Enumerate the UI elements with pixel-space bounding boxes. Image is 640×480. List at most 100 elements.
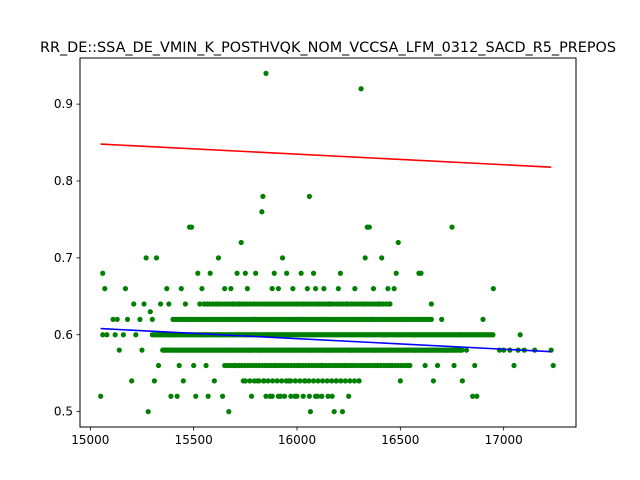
data-point	[412, 347, 418, 353]
data-point	[112, 332, 118, 338]
data-point	[147, 309, 153, 315]
data-point	[315, 393, 321, 399]
data-point	[370, 286, 377, 292]
data-point	[319, 393, 325, 399]
data-point	[292, 378, 298, 384]
data-point	[122, 286, 129, 292]
data-point	[490, 332, 496, 338]
data-point	[385, 286, 391, 292]
data-point	[296, 362, 302, 369]
data-point	[315, 378, 321, 384]
data-point	[300, 301, 306, 307]
data-point	[381, 332, 387, 338]
data-point	[550, 362, 556, 369]
axes-frame	[79, 57, 577, 428]
data-point	[279, 255, 286, 261]
data-point	[168, 393, 174, 399]
data-point	[195, 270, 201, 276]
x-tick-label: 15000	[71, 433, 109, 447]
data-point	[260, 193, 266, 199]
data-point	[329, 378, 335, 384]
data-point	[226, 409, 232, 415]
data-point	[422, 362, 428, 369]
blue-fit-line	[100, 327, 552, 353]
data-point	[286, 378, 292, 384]
data-point	[277, 393, 284, 399]
data-point	[358, 86, 364, 92]
data-point	[259, 209, 265, 215]
data-point	[294, 316, 300, 322]
data-point	[178, 286, 184, 292]
data-point	[288, 393, 294, 399]
data-point	[449, 224, 455, 230]
data-point	[145, 409, 151, 415]
data-point	[339, 409, 346, 415]
x-tick-label: 15500	[175, 433, 213, 447]
data-point	[387, 301, 393, 307]
data-point	[351, 378, 358, 384]
data-point	[344, 301, 350, 307]
data-point	[141, 301, 147, 307]
data-point	[129, 378, 135, 384]
data-point	[176, 362, 182, 369]
data-point	[439, 316, 445, 322]
data-point	[182, 301, 188, 307]
data-point	[459, 378, 465, 384]
data-point	[347, 378, 353, 384]
data-point	[205, 393, 211, 399]
data-point	[338, 378, 344, 384]
data-point	[480, 316, 486, 322]
data-point	[463, 347, 470, 353]
data-point	[308, 347, 315, 353]
data-point	[271, 270, 277, 276]
data-point	[501, 347, 507, 353]
data-point	[288, 347, 294, 353]
data-point	[274, 378, 280, 384]
data-point	[153, 255, 160, 261]
data-point	[290, 286, 296, 292]
data-point	[372, 347, 379, 353]
x-axis: 15000 15500 16000 16500 17000	[71, 427, 523, 447]
y-tick-label: 0.5	[54, 405, 73, 419]
data-point	[428, 301, 434, 307]
data-point	[319, 362, 325, 369]
data-point	[251, 316, 257, 322]
data-point	[255, 378, 261, 384]
data-point	[366, 224, 372, 230]
data-point	[337, 270, 343, 276]
x-tick-label: 16500	[381, 433, 419, 447]
data-point	[155, 362, 162, 369]
data-point	[389, 362, 395, 369]
data-point	[143, 255, 149, 261]
data-point	[257, 347, 263, 353]
data-point	[401, 316, 408, 322]
data-point	[265, 378, 271, 384]
data-point	[284, 270, 290, 276]
trend-lines	[100, 143, 552, 353]
data-point	[220, 393, 226, 399]
y-tick-label: 0.9	[54, 97, 73, 111]
chart-title: RR_DE::SSA_DE_VMIN_K_POSTHVQK_NOM_VCCSA_…	[40, 40, 616, 56]
data-point	[189, 224, 195, 230]
data-point	[331, 409, 337, 415]
data-point	[325, 347, 331, 353]
data-point	[306, 378, 312, 384]
data-point	[297, 378, 303, 384]
data-point	[246, 347, 253, 353]
data-point	[151, 378, 157, 384]
data-point	[391, 286, 397, 292]
data-point	[335, 286, 341, 292]
data-point	[443, 347, 449, 353]
data-point	[120, 332, 126, 338]
data-point	[395, 239, 401, 246]
data-point	[102, 286, 108, 292]
data-point	[207, 270, 213, 276]
data-point	[244, 286, 250, 292]
data-point	[242, 270, 248, 276]
data-point	[490, 286, 496, 292]
data-point	[302, 378, 308, 384]
data-point	[321, 286, 327, 292]
data-point	[133, 332, 139, 338]
data-point	[307, 409, 314, 415]
